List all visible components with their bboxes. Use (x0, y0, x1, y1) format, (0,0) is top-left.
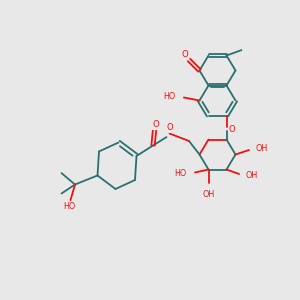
Text: O: O (153, 120, 159, 129)
Text: OH: OH (256, 144, 268, 153)
Text: HO: HO (63, 202, 75, 211)
Text: HO: HO (163, 92, 176, 101)
Text: O: O (229, 125, 235, 134)
Text: OH: OH (202, 190, 214, 199)
Text: HO: HO (174, 169, 187, 178)
Text: O: O (182, 50, 188, 59)
Text: O: O (166, 123, 173, 132)
Text: OH: OH (246, 171, 258, 180)
